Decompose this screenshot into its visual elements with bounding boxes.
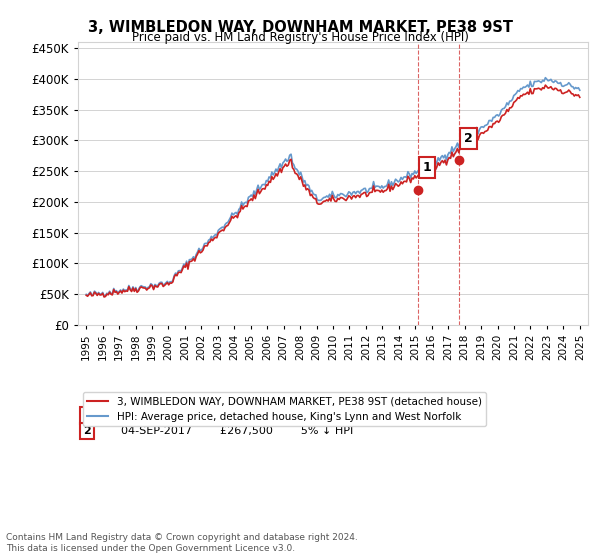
Text: Contains HM Land Registry data © Crown copyright and database right 2024.
This d: Contains HM Land Registry data © Crown c… <box>6 533 358 553</box>
Text: 2: 2 <box>83 426 91 436</box>
Text: 2: 2 <box>464 132 473 145</box>
Text: 27-FEB-2015        £220,000        4% ↓ HPI: 27-FEB-2015 £220,000 4% ↓ HPI <box>114 410 353 421</box>
Text: 04-SEP-2017        £267,500        5% ↓ HPI: 04-SEP-2017 £267,500 5% ↓ HPI <box>114 426 353 436</box>
Text: 1: 1 <box>83 410 91 421</box>
Legend: 3, WIMBLEDON WAY, DOWNHAM MARKET, PE38 9ST (detached house), HPI: Average price,: 3, WIMBLEDON WAY, DOWNHAM MARKET, PE38 9… <box>83 392 486 426</box>
Text: Price paid vs. HM Land Registry's House Price Index (HPI): Price paid vs. HM Land Registry's House … <box>131 31 469 44</box>
Text: 3, WIMBLEDON WAY, DOWNHAM MARKET, PE38 9ST: 3, WIMBLEDON WAY, DOWNHAM MARKET, PE38 9… <box>88 20 512 35</box>
Text: 1: 1 <box>422 161 431 174</box>
